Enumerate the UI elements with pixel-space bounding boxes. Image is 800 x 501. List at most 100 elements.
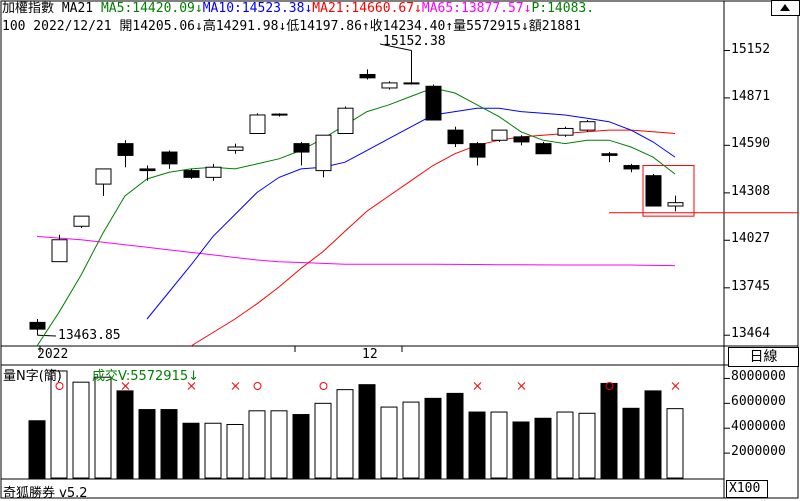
cross-stroke-b-6: [473, 382, 482, 390]
cross-marker-6: [473, 382, 482, 390]
cross-marker-9: [671, 382, 680, 390]
candle-body-7: [183, 170, 200, 178]
cross-marker-2: [187, 382, 196, 390]
candle-body-18: [425, 85, 442, 121]
volume-bar-29: [666, 408, 684, 479]
volume-bar-14: [336, 389, 354, 479]
circle-marker-4: [253, 382, 262, 390]
candle-body-13: [315, 134, 332, 172]
candle-body-3: [95, 168, 112, 185]
candle-body-2: [73, 215, 90, 227]
cross-stroke-b-9: [671, 382, 680, 390]
candle-body-1: [51, 239, 68, 263]
volume-bar-23: [534, 417, 552, 479]
candle-28: [645, 173, 662, 207]
volume-bar-12: [292, 414, 310, 479]
cross-stroke-b-7: [517, 382, 526, 390]
period-daily-button[interactable]: 日線: [728, 347, 799, 367]
header-segment-2: MA10:14523.38↓: [202, 1, 313, 16]
candle-body-0: [29, 321, 46, 330]
candle-body-28: [645, 175, 662, 207]
volume-label-0: 8000000: [731, 369, 786, 385]
header-segment-0: 加權指數 MA21: [2, 1, 101, 16]
circle-marker-0: [55, 382, 64, 390]
candlesticks: [29, 50, 684, 336]
candle-27: [623, 163, 640, 173]
candle-14: [337, 106, 354, 135]
volume-bars: [28, 370, 684, 479]
ma65-line: [36, 235, 676, 267]
candle-22: [513, 135, 530, 146]
candle-8: [205, 163, 222, 181]
cross-stroke-b-1: [121, 382, 130, 390]
ma10-line: [146, 107, 676, 320]
low-leader-line: [37, 334, 57, 337]
volume-bar-20: [468, 411, 486, 479]
volume-bar-28: [644, 390, 662, 479]
candle-16: [381, 81, 398, 90]
volume-bar-25: [578, 412, 596, 479]
circle-marker-5: [319, 382, 328, 390]
brand-label: 奇狐勝券 v5.2: [3, 486, 88, 501]
volume-label-2: 4000000: [731, 419, 786, 435]
header-segment-4: MA65:13877.57↓: [421, 1, 532, 16]
price-label-0: 15152: [731, 41, 771, 57]
candle-body-19: [447, 129, 464, 145]
candle-body-21: [491, 129, 508, 141]
candle-9: [227, 143, 244, 154]
high-annotation: 15152.38: [383, 34, 446, 49]
candle-19: [447, 126, 464, 147]
triangle-up-icon: [780, 4, 790, 11]
candle-26: [601, 152, 618, 163]
ma21-line: [190, 129, 676, 347]
candle-body-12: [293, 143, 310, 153]
candle-body-9: [227, 146, 244, 151]
volume-bar-22: [512, 421, 530, 479]
candle-body-24: [557, 127, 574, 136]
candle-body-4: [117, 143, 134, 156]
volume-bar-11: [270, 410, 288, 479]
volume-bar-5: [138, 409, 156, 479]
candle-3: [95, 168, 112, 196]
volume-bar-6: [160, 409, 178, 479]
candle-body-29: [667, 202, 684, 207]
price-label-5: 13745: [731, 278, 771, 294]
volume-bar-3: [94, 376, 112, 479]
candle-body-23: [535, 143, 552, 155]
scroll-up-button[interactable]: [771, 0, 800, 16]
candle-15: [359, 69, 376, 80]
candle-body-11: [271, 113, 288, 116]
candle-12: [293, 141, 310, 166]
volume-bar-19: [446, 392, 464, 479]
volume-bar-10: [248, 410, 266, 479]
cross-marker-7: [517, 382, 526, 390]
volume-bar-0: [28, 420, 46, 479]
moving-average-lines: [36, 87, 676, 347]
candle-20: [469, 141, 486, 166]
candle-0: [29, 319, 46, 336]
candle-5: [139, 165, 156, 181]
candle-body-22: [513, 136, 530, 143]
candle-10: [249, 113, 266, 135]
candle-body-8: [205, 166, 222, 178]
indicator-header: 加權指數 MA21 MA5:14420.09↓MA10:14523.38↓MA2…: [2, 1, 594, 17]
volume-bar-18: [424, 397, 442, 479]
volume-bar-24: [556, 411, 574, 479]
candle-7: [183, 168, 200, 180]
header-segment-1: MA5:14420.09↓: [100, 1, 203, 16]
price-label-6: 13464: [731, 326, 771, 342]
candle-1: [51, 234, 68, 263]
high-leader-line: [379, 43, 412, 52]
volume-bar-9: [226, 423, 244, 479]
zoom-button[interactable]: X100: [726, 480, 768, 498]
price-label-1: 14871: [731, 88, 771, 104]
volume-label-1: 6000000: [731, 394, 786, 410]
time-label-12: 12: [362, 347, 378, 362]
volume-bar-2: [72, 381, 90, 479]
header-segment-3: MA21:14660.67↓: [312, 1, 422, 16]
header-segment-5: P:14083.: [531, 1, 595, 16]
candle-body-14: [337, 107, 354, 135]
